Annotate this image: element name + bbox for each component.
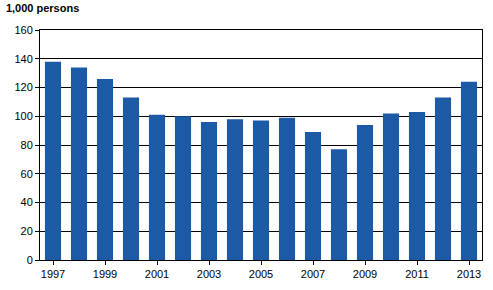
svg-text:80: 80 (21, 139, 33, 151)
svg-text:120: 120 (14, 81, 32, 93)
svg-text:1999: 1999 (93, 268, 117, 280)
svg-text:0: 0 (27, 254, 33, 266)
svg-text:2009: 2009 (353, 268, 377, 280)
svg-text:160: 160 (14, 24, 32, 36)
svg-text:2013: 2013 (457, 268, 481, 280)
svg-text:2011: 2011 (405, 268, 429, 280)
svg-text:2001: 2001 (145, 268, 169, 280)
svg-text:40: 40 (21, 196, 33, 208)
svg-text:20: 20 (21, 225, 33, 237)
svg-text:2005: 2005 (249, 268, 273, 280)
svg-text:140: 140 (14, 53, 32, 65)
svg-text:100: 100 (14, 110, 32, 122)
svg-text:2003: 2003 (197, 268, 221, 280)
svg-text:1997: 1997 (41, 268, 65, 280)
svg-text:1,000 persons: 1,000 persons (6, 2, 79, 14)
svg-text:2007: 2007 (301, 268, 325, 280)
svg-text:60: 60 (21, 168, 33, 180)
